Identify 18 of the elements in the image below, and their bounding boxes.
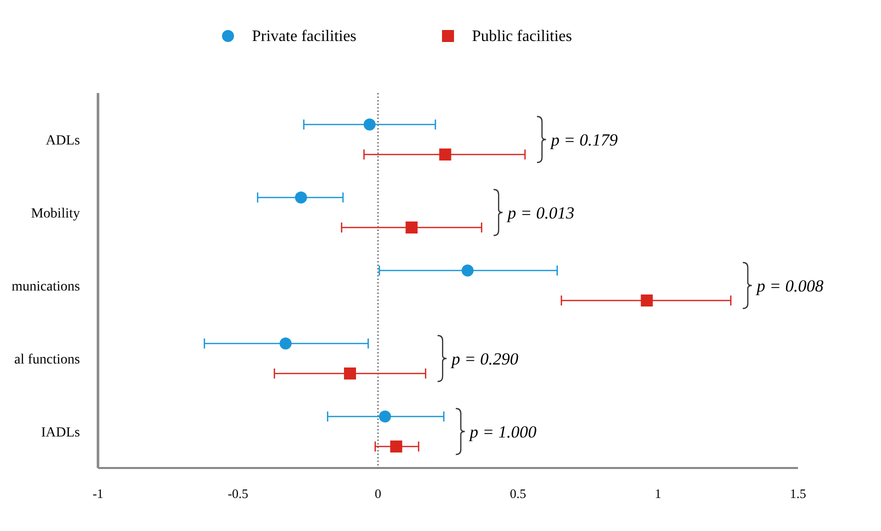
y-tick-label: Mobility bbox=[30, 206, 80, 222]
x-tick-label: -1 bbox=[92, 486, 104, 501]
annotation: p = 0.008 bbox=[756, 276, 824, 296]
y-tick-label: munications bbox=[12, 280, 80, 294]
x-tick-label: 1.5 bbox=[790, 486, 806, 501]
x-tick-label: -0.5 bbox=[228, 486, 248, 501]
legend-label: Public facilities bbox=[472, 28, 572, 45]
annotation: p = 0.179 bbox=[550, 130, 618, 150]
annotation: p = 1.000 bbox=[468, 422, 538, 442]
x-tick-label: 1 bbox=[654, 486, 662, 501]
legend-label: Private facilities bbox=[252, 28, 356, 45]
x-tick-label: 0 bbox=[374, 486, 382, 501]
annotation: p = 0.013 bbox=[506, 204, 574, 222]
y-tick-label: al functions bbox=[14, 352, 80, 368]
annotation: p = 0.290 bbox=[450, 350, 519, 368]
x-tick-label: 0.5 bbox=[510, 486, 526, 501]
y-tick-label: ADLs bbox=[46, 134, 80, 148]
y-tick-label: IADLs bbox=[41, 426, 80, 440]
